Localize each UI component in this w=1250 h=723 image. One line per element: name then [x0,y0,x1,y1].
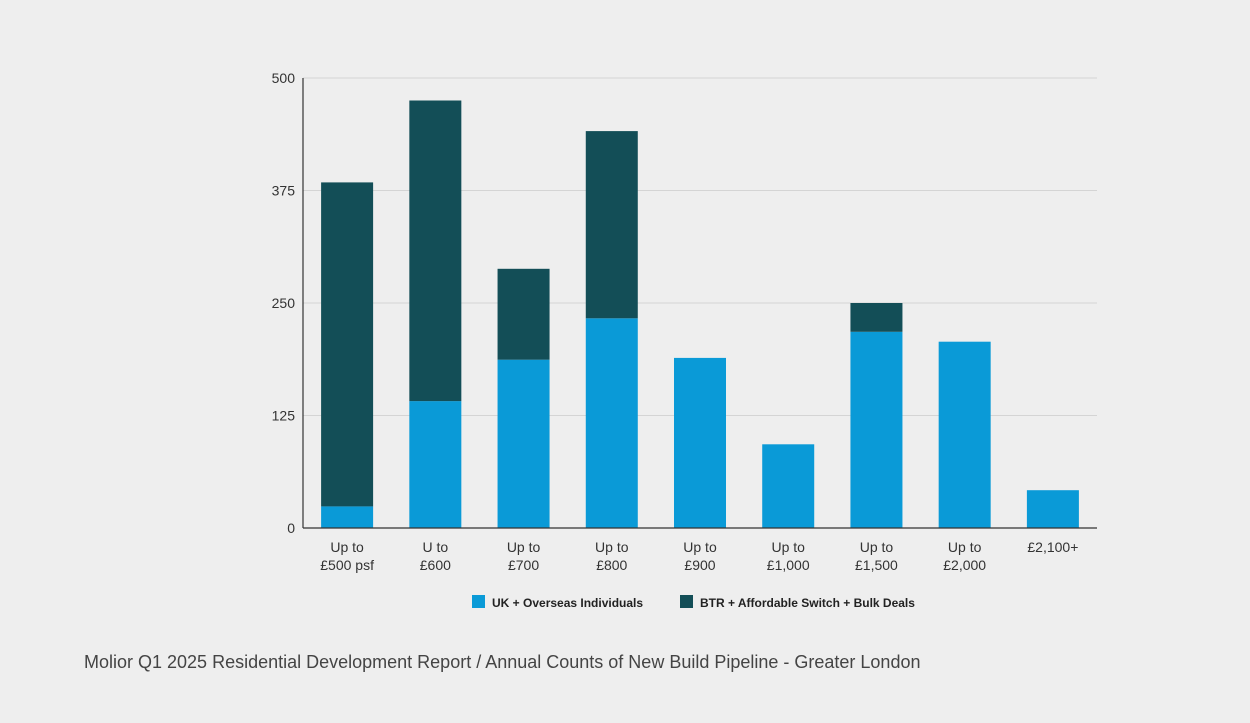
bars [321,100,1079,528]
y-tick-labels: 0 125 250 375 500 [272,70,296,536]
legend-swatch [472,595,485,608]
bar-btr-affordable-bulk [409,100,462,402]
bar-uk-overseas [762,444,815,528]
y-tick-label: 375 [272,183,296,199]
legend-label: UK + Overseas Individuals [492,596,643,610]
bar-uk-overseas [938,341,991,528]
legend-label: BTR + Affordable Switch + Bulk Deals [700,596,915,610]
x-tick-label: U to £600 [420,539,451,573]
bar-uk-overseas [674,357,726,528]
x-tick-label: Up to £1,500 [855,539,898,573]
x-tick-label: Up to £700 [507,539,541,573]
bar-uk-overseas [497,359,550,528]
bar-btr-affordable-bulk [585,131,638,319]
y-tick-label: 500 [272,70,296,86]
bar-uk-overseas [1026,490,1079,528]
x-tick-label: Up to £2,000 [943,539,986,573]
legend: UK + Overseas Individuals BTR + Affordabl… [472,595,915,610]
x-tick-label: Up to £500 psf [320,539,374,573]
bar-uk-overseas [321,506,374,528]
bar-uk-overseas [850,331,903,528]
bar-btr-affordable-bulk [321,182,374,507]
x-tick-labels: Up to £500 psf U to £600 Up to £700 Up to £800 U… [320,539,1078,573]
y-tick-label: 250 [272,295,296,311]
figure-caption: Molior Q1 2025 Residential Development R… [84,652,921,672]
bar-uk-overseas [585,318,638,528]
y-tick-label: 0 [287,520,295,536]
x-tick-label: Up to £1,000 [767,539,810,573]
x-tick-label: £2,100+ [1027,539,1078,555]
bar-uk-overseas [409,401,462,528]
x-tick-label: Up to £900 [683,539,717,573]
x-tick-label: Up to £800 [595,539,629,573]
bar-btr-affordable-bulk [850,303,903,332]
bar-btr-affordable-bulk [497,268,550,360]
legend-swatch [680,595,693,608]
y-tick-label: 125 [272,408,296,424]
axes [302,78,1097,529]
